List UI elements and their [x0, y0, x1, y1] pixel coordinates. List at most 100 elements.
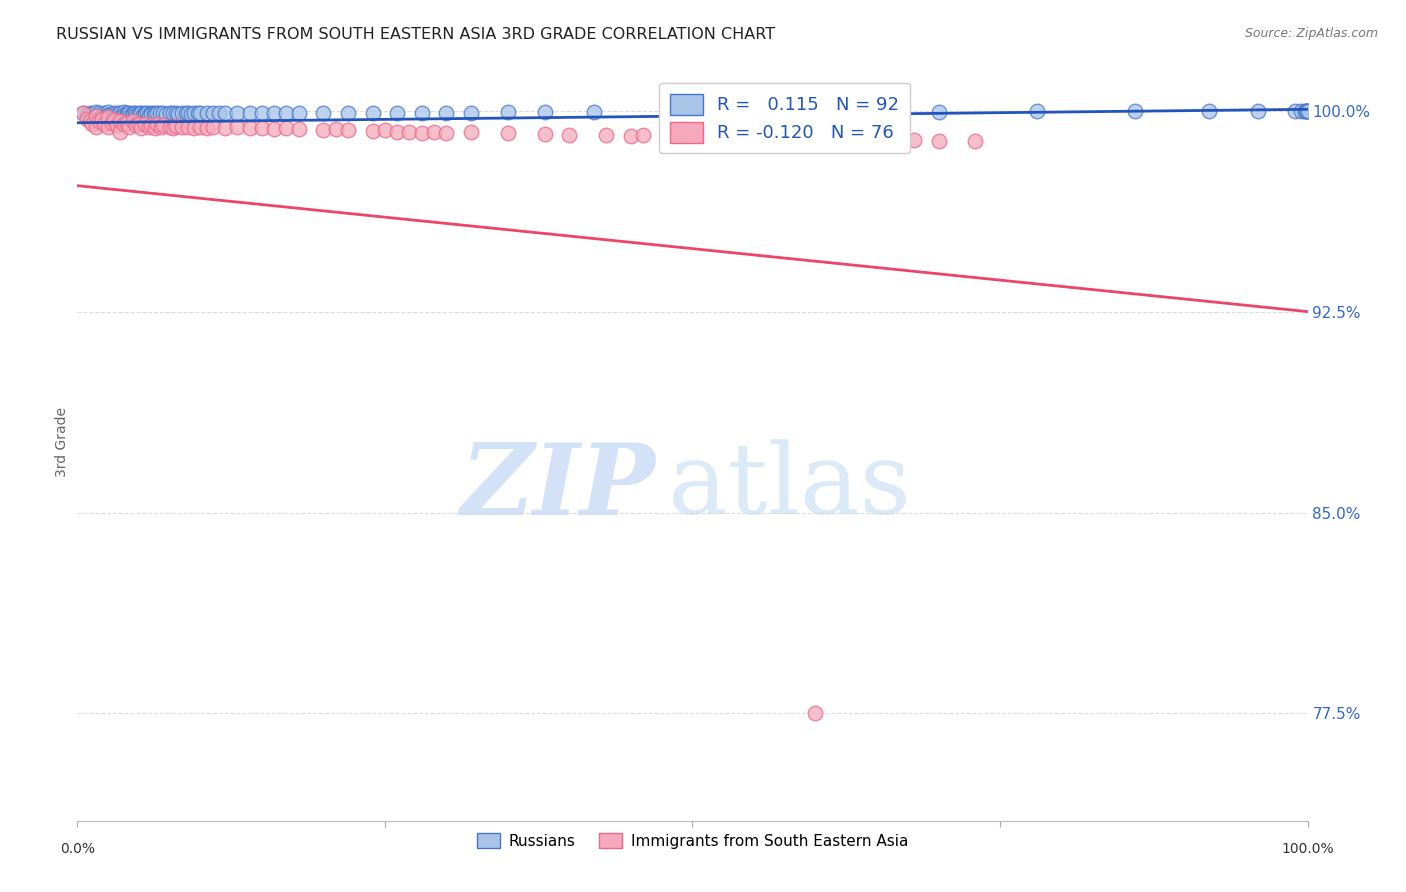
- Point: [93, 105, 115, 120]
- Point: [385, 105, 409, 120]
- Point: [411, 126, 433, 140]
- Point: [93, 117, 115, 131]
- Point: [288, 122, 311, 136]
- Point: [183, 105, 205, 120]
- Point: [105, 119, 128, 133]
- Point: [460, 105, 482, 120]
- Point: [121, 107, 143, 121]
- Point: [110, 105, 132, 120]
- Text: 100.0%: 100.0%: [1281, 842, 1334, 856]
- Point: [1295, 103, 1317, 118]
- Point: [879, 132, 901, 146]
- Point: [534, 127, 557, 141]
- Point: [325, 122, 347, 136]
- Text: atlas: atlas: [668, 439, 911, 535]
- Point: [159, 120, 181, 134]
- Point: [804, 130, 827, 145]
- Point: [436, 126, 458, 140]
- Point: [742, 105, 765, 120]
- Point: [1294, 103, 1316, 118]
- Point: [361, 124, 384, 138]
- Point: [830, 131, 852, 145]
- Point: [183, 121, 205, 136]
- Point: [214, 105, 236, 120]
- Point: [755, 129, 778, 144]
- Point: [138, 108, 160, 122]
- Point: [159, 105, 181, 120]
- Point: [112, 117, 135, 131]
- Point: [97, 111, 120, 125]
- Point: [103, 105, 125, 120]
- Point: [226, 120, 249, 135]
- Legend: Russians, Immigrants from South Eastern Asia: Russians, Immigrants from South Eastern …: [471, 827, 914, 855]
- Point: [411, 105, 433, 120]
- Point: [214, 121, 236, 136]
- Point: [97, 108, 120, 122]
- Point: [195, 121, 218, 136]
- Point: [180, 106, 202, 120]
- Point: [398, 125, 420, 139]
- Point: [142, 105, 165, 120]
- Point: [90, 108, 114, 122]
- Point: [141, 107, 163, 121]
- Point: [337, 105, 360, 120]
- Point: [165, 119, 187, 133]
- Point: [84, 109, 107, 123]
- Point: [804, 706, 827, 721]
- Point: [239, 120, 262, 135]
- Point: [1296, 103, 1319, 118]
- Text: Source: ZipAtlas.com: Source: ZipAtlas.com: [1244, 27, 1378, 40]
- Point: [558, 128, 581, 142]
- Point: [195, 106, 218, 120]
- Point: [657, 105, 679, 120]
- Point: [830, 104, 852, 119]
- Point: [496, 127, 519, 141]
- Point: [134, 107, 156, 121]
- Point: [312, 105, 335, 120]
- Text: 0.0%: 0.0%: [60, 842, 94, 856]
- Point: [583, 105, 606, 120]
- Point: [928, 104, 950, 119]
- Point: [170, 120, 193, 135]
- Point: [79, 105, 101, 120]
- Point: [1291, 103, 1313, 118]
- Point: [136, 105, 159, 120]
- Point: [496, 105, 519, 120]
- Point: [903, 133, 925, 147]
- Point: [146, 117, 169, 131]
- Point: [115, 108, 138, 122]
- Point: [128, 117, 150, 131]
- Point: [118, 120, 141, 134]
- Point: [97, 120, 120, 134]
- Point: [188, 120, 212, 135]
- Point: [103, 109, 125, 123]
- Point: [361, 105, 384, 120]
- Point: [138, 120, 160, 134]
- Point: [134, 117, 156, 131]
- Text: ZIP: ZIP: [461, 439, 655, 535]
- Point: [143, 121, 166, 136]
- Point: [107, 108, 129, 122]
- Point: [620, 128, 643, 143]
- Point: [374, 123, 396, 137]
- Point: [534, 105, 557, 120]
- Point: [120, 109, 142, 123]
- Point: [167, 106, 190, 120]
- Point: [112, 108, 135, 122]
- Point: [731, 129, 754, 144]
- Point: [633, 128, 655, 142]
- Point: [84, 109, 107, 123]
- Point: [226, 105, 249, 120]
- Point: [103, 113, 125, 128]
- Point: [141, 118, 163, 132]
- Point: [1247, 104, 1270, 119]
- Point: [853, 132, 876, 146]
- Point: [150, 120, 173, 135]
- Point: [288, 105, 311, 120]
- Point: [76, 108, 98, 122]
- Point: [669, 128, 692, 143]
- Point: [460, 125, 482, 139]
- Point: [141, 105, 163, 120]
- Point: [128, 105, 150, 120]
- Point: [76, 112, 98, 126]
